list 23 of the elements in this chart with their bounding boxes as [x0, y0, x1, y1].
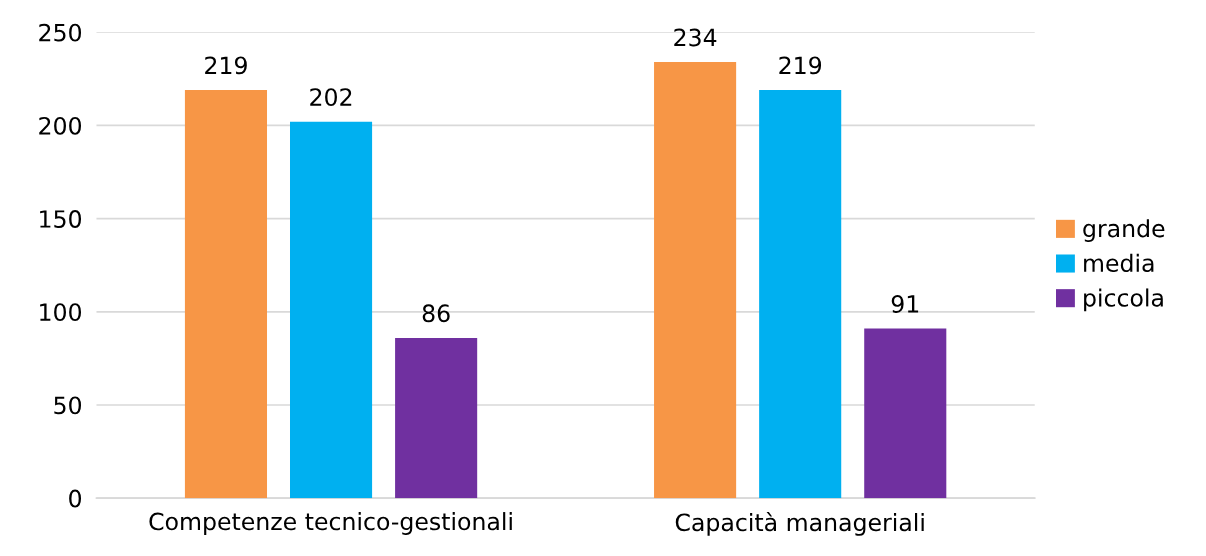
data-label: 91 — [891, 295, 919, 313]
y-tick-label: 0 — [69, 489, 82, 508]
y-tick-label: 200 — [39, 116, 82, 135]
x-tick-label: Competenze tecnico-gestionali — [149, 512, 512, 535]
y-tick-label: 50 — [54, 396, 82, 415]
bar — [395, 337, 478, 499]
legend-label: piccola — [1084, 288, 1163, 312]
y-tick-label: 250 — [39, 23, 82, 42]
legend-label: grande — [1083, 219, 1165, 242]
bar — [290, 121, 373, 499]
data-label: 219 — [779, 56, 822, 75]
bar — [759, 90, 842, 499]
data-label: 219 — [205, 56, 247, 75]
y-tick-label: 100 — [40, 303, 82, 322]
bar — [864, 328, 947, 499]
data-label: 202 — [310, 88, 352, 107]
y-tick-label: 150 — [40, 210, 82, 228]
bar — [184, 90, 268, 499]
bar — [654, 62, 737, 499]
data-label: 86 — [422, 304, 450, 323]
legend-label: media — [1084, 253, 1154, 273]
data-label: 234 — [674, 28, 717, 47]
x-tick-label: Capacità manageriali — [675, 512, 924, 536]
